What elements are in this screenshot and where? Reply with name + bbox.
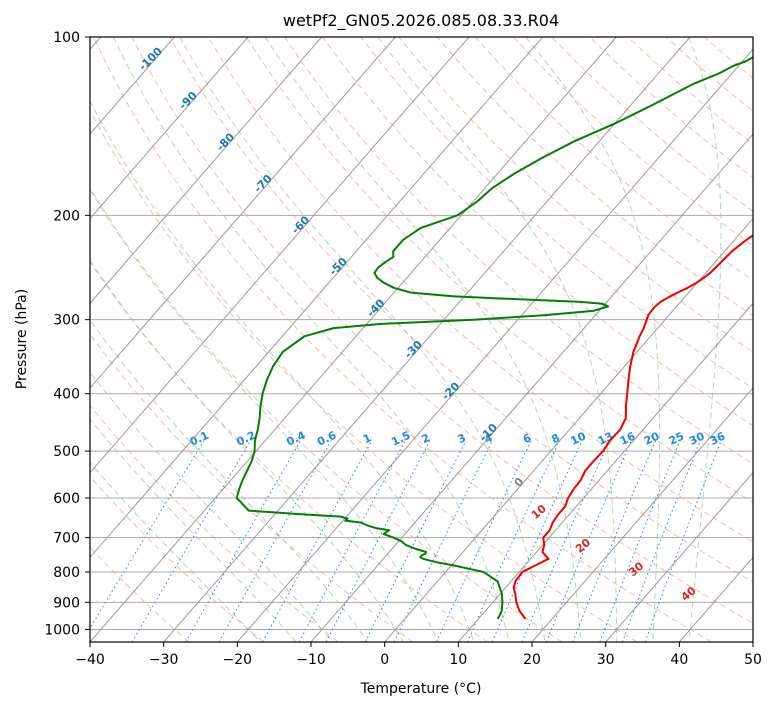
moist-adiabat-line <box>179 37 546 642</box>
y-tick-label: 700 <box>53 531 80 547</box>
chart-title: wetPf2_GN05.2026.085.08.33.R04 <box>283 11 559 31</box>
x-tick-label: −20 <box>223 652 253 668</box>
isotherm-line <box>457 302 753 642</box>
dry-adiabat-line <box>90 186 563 642</box>
x-tick-label: 40 <box>670 652 688 668</box>
plot-area: 0.10.20.40.611.52346810131620253036 -100… <box>90 37 753 642</box>
y-tick-label: 300 <box>53 313 80 329</box>
x-tick-label: 0 <box>380 652 389 668</box>
mixing-ratio-label: 25 <box>667 430 686 448</box>
mixing-ratio-line <box>572 440 657 642</box>
x-tick-label: 50 <box>744 652 762 668</box>
dry-adiabat-line <box>93 37 712 642</box>
temperature-profile-line <box>512 234 753 620</box>
y-axis-ticks: 1000 900 800 700 600 500 400 300 200 100 <box>44 30 90 638</box>
dry-adiabat-line <box>169 37 753 583</box>
x-tick-label: −40 <box>75 652 105 668</box>
isotherm-line <box>90 37 396 389</box>
x-tick-label: 10 <box>449 652 467 668</box>
x-axis-ticks: −40 −30 −20 −10 0 10 20 30 40 50 <box>75 642 762 668</box>
moist-adiabat-line <box>90 371 333 642</box>
dry-adiabat-line <box>245 37 753 503</box>
mixing-ratio-line <box>545 440 632 642</box>
isotherm-line <box>384 217 753 642</box>
x-tick-label: 20 <box>523 652 541 668</box>
mixing-ratio-line <box>644 440 722 642</box>
y-tick-label: 900 <box>53 595 80 611</box>
dry-adiabat-line <box>90 260 488 642</box>
mixing-ratio-lines: 0.10.20.40.611.52346810131620253036 <box>90 429 728 642</box>
y-tick-label: 1000 <box>44 622 80 638</box>
dry-adiabat-line <box>131 37 753 624</box>
y-tick-label: 400 <box>53 387 80 403</box>
isotherm-line <box>90 37 617 642</box>
mixing-ratio-label: 13 <box>596 430 615 448</box>
dry-adiabat-line <box>398 37 753 353</box>
dry-adiabat-line <box>90 475 264 642</box>
mixing-ratio-label: 20 <box>642 429 662 447</box>
dry-adiabat-line <box>90 109 638 642</box>
isotherm-line <box>531 387 753 642</box>
isotherm-line <box>90 37 544 559</box>
mixing-ratio-line <box>218 440 332 642</box>
moist-adiabat-line <box>90 319 369 642</box>
y-axis-label: Pressure (hPa) <box>14 289 30 389</box>
mixing-ratio-line <box>185 440 302 642</box>
mixing-ratio-line <box>435 440 532 642</box>
isotherm-line <box>90 37 470 474</box>
y-tick-label: 100 <box>53 30 80 46</box>
moist-adiabat-line <box>90 100 475 642</box>
y-tick-label: 600 <box>53 491 80 507</box>
isotherm-line <box>163 37 691 642</box>
mixing-ratio-label: 10 <box>569 429 589 447</box>
plot-frame <box>89 36 754 643</box>
isotherm-line <box>605 471 753 642</box>
isotherms <box>90 37 753 642</box>
dry-adiabat-line <box>90 404 339 642</box>
dry-adiabats <box>90 37 753 642</box>
y-tick-label: 200 <box>53 208 80 224</box>
moist-adiabat-line <box>112 37 510 642</box>
x-axis-label: Temperature (°C) <box>360 681 482 697</box>
dewpoint-profile-line <box>235 56 753 620</box>
mixing-ratio-line <box>364 440 467 642</box>
mixing-ratio-line <box>262 440 373 642</box>
mixing-ratio-line <box>131 440 252 642</box>
y-tick-label: 800 <box>53 565 80 581</box>
x-tick-label: 30 <box>597 652 615 668</box>
isotherm-line <box>310 133 753 642</box>
dry-adiabat-line <box>436 37 753 317</box>
moist-adiabat-line <box>90 188 439 642</box>
moist-adiabat-line <box>688 37 722 642</box>
moist-adiabat-line <box>90 418 297 642</box>
mixing-ratio-label: 30 <box>687 429 707 447</box>
mixing-ratio-line <box>90 440 205 630</box>
y-tick-label: 500 <box>53 444 80 460</box>
x-tick-label: −30 <box>149 652 179 668</box>
mixing-ratio-line <box>325 440 431 642</box>
moist-adiabat-line <box>90 259 404 642</box>
moist-adiabats <box>90 37 722 642</box>
x-tick-label: −10 <box>296 652 326 668</box>
isotherm-line <box>90 37 323 305</box>
dry-adiabat-line <box>90 546 190 642</box>
mixing-ratio-line <box>599 440 681 642</box>
isotherm-line <box>90 37 249 220</box>
isotherm-line <box>236 48 753 642</box>
moist-adiabat-line <box>525 37 661 642</box>
sounding-profiles <box>235 56 753 620</box>
mixing-ratio-line <box>298 440 406 642</box>
moist-adiabat-line <box>90 461 261 642</box>
mixing-ratio-label: 16 <box>618 429 638 447</box>
moist-adiabat-line <box>264 37 582 642</box>
